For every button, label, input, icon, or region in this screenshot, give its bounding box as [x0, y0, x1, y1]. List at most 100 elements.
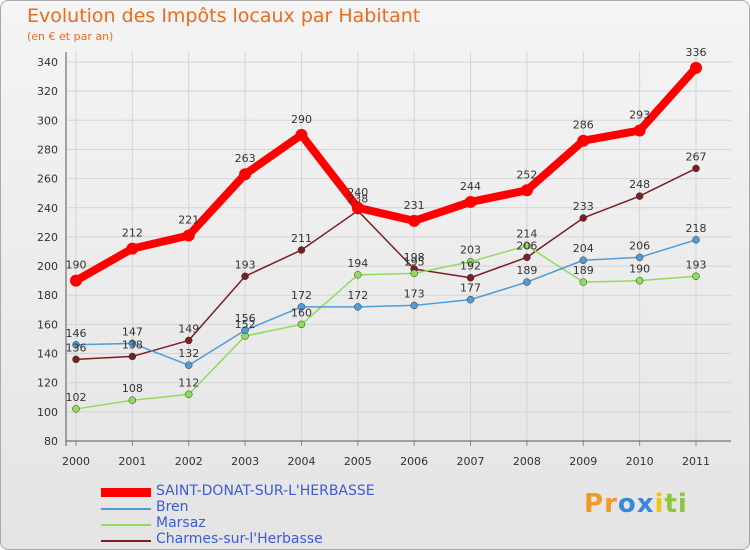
- legend-swatch-charmes: [101, 540, 151, 542]
- data-label-bren: 147: [122, 325, 143, 338]
- data-label-charmes: 206: [516, 239, 537, 252]
- data-point-marsaz: [579, 278, 588, 286]
- y-tick-label: 300: [37, 114, 58, 127]
- proxiti-logo: Proxiti: [584, 489, 688, 519]
- data-label-saint-donat: 252: [516, 168, 537, 181]
- data-point-charmes: [579, 214, 588, 222]
- data-point-saint-donat: [577, 134, 590, 147]
- data-point-bren: [410, 301, 418, 310]
- y-tick-label: 200: [37, 260, 58, 273]
- x-tick-label: 2011: [682, 455, 710, 468]
- x-tick-label: 2003: [231, 455, 259, 468]
- data-label-bren: 206: [629, 239, 650, 252]
- logo-letter: i: [677, 489, 688, 519]
- x-tick-label: 2000: [62, 455, 90, 468]
- x-tick-label: 2005: [344, 455, 372, 468]
- data-label-saint-donat: 221: [178, 213, 199, 226]
- data-point-charmes: [523, 253, 531, 262]
- data-point-bren: [635, 253, 644, 262]
- data-label-saint-donat: 190: [66, 259, 87, 272]
- data-label-bren: 204: [573, 242, 594, 255]
- data-point-marsaz: [354, 271, 362, 279]
- x-tick-label: 2010: [626, 455, 654, 468]
- data-point-saint-donat: [351, 201, 364, 214]
- y-tick-label: 260: [37, 173, 58, 186]
- data-point-charmes: [128, 352, 137, 361]
- data-label-charmes: 211: [291, 232, 312, 245]
- data-label-charmes: 149: [178, 322, 199, 335]
- data-label-charmes: 192: [460, 260, 481, 273]
- data-point-bren: [523, 278, 531, 286]
- data-point-marsaz: [297, 320, 306, 329]
- data-label-marsaz: 214: [516, 228, 537, 241]
- y-tick-label: 180: [37, 289, 58, 302]
- data-point-charmes: [635, 192, 644, 200]
- data-label-marsaz: 160: [291, 306, 312, 319]
- data-label-saint-donat: 336: [686, 46, 707, 59]
- data-label-bren: 173: [404, 287, 425, 300]
- data-label-bren: 132: [178, 347, 199, 360]
- data-label-marsaz: 189: [573, 264, 594, 277]
- data-label-saint-donat: 293: [629, 109, 650, 122]
- data-point-saint-donat: [690, 61, 702, 74]
- data-point-saint-donat: [70, 274, 82, 287]
- y-tick-label: 120: [37, 377, 58, 390]
- data-label-saint-donat: 231: [404, 199, 425, 212]
- data-point-marsaz: [72, 405, 80, 413]
- data-label-marsaz: 112: [178, 376, 199, 389]
- data-point-saint-donat: [408, 214, 421, 227]
- legend-label-charmes: Charmes-sur-l'Herbasse: [156, 531, 323, 547]
- data-point-bren: [72, 341, 80, 349]
- y-tick-label: 100: [37, 406, 58, 419]
- data-label-charmes: 198: [404, 251, 425, 264]
- data-point-bren: [297, 303, 306, 311]
- chart-title: Evolution des Impôts locaux par Habitant: [27, 5, 421, 27]
- data-label-marsaz: 194: [347, 257, 368, 270]
- data-point-saint-donat: [126, 242, 139, 255]
- data-label-marsaz: 193: [686, 258, 707, 271]
- data-label-bren: 189: [516, 264, 537, 277]
- y-tick-label: 280: [37, 143, 58, 156]
- data-point-saint-donat: [295, 128, 308, 141]
- data-point-bren: [184, 361, 193, 369]
- y-tick-label: 160: [37, 318, 58, 331]
- data-point-bren: [579, 256, 588, 264]
- data-label-bren: 177: [460, 282, 481, 295]
- data-point-saint-donat: [520, 184, 533, 197]
- legend-swatch-bren: [101, 508, 151, 510]
- data-point-bren: [354, 303, 362, 311]
- data-point-charmes: [72, 355, 80, 364]
- data-point-marsaz: [635, 276, 644, 285]
- data-label-charmes: 136: [66, 341, 87, 354]
- logo-letter: x: [636, 489, 655, 519]
- data-label-bren: 218: [686, 222, 707, 235]
- y-tick-label: 80: [44, 435, 58, 448]
- data-label-bren: 172: [291, 289, 312, 302]
- series-line-charmes: [75, 167, 697, 361]
- data-point-charmes: [241, 272, 249, 281]
- data-label-saint-donat: 244: [460, 180, 481, 193]
- x-tick-label: 2001: [118, 455, 146, 468]
- data-point-charmes: [184, 336, 193, 345]
- data-label-marsaz: 102: [66, 391, 87, 404]
- data-label-charmes: 238: [347, 193, 368, 206]
- x-tick-label: 2009: [569, 455, 597, 468]
- data-point-marsaz: [184, 390, 193, 399]
- x-tick-label: 2008: [513, 455, 541, 468]
- chart-subtitle: (en € et par an): [27, 30, 114, 43]
- legend-label-bren: Bren: [156, 499, 189, 515]
- data-label-marsaz: 190: [629, 263, 650, 276]
- data-point-bren: [128, 339, 137, 348]
- legend-swatch-saint-donat: [101, 488, 151, 497]
- x-tick-label: 2002: [175, 455, 203, 468]
- data-point-saint-donat: [182, 229, 195, 242]
- y-tick-label: 220: [37, 231, 58, 244]
- data-label-saint-donat: 212: [122, 227, 143, 240]
- data-label-marsaz: 152: [235, 318, 256, 331]
- series-line-marsaz: [75, 244, 697, 410]
- series-line-bren: [75, 239, 697, 366]
- data-point-bren: [692, 236, 700, 244]
- data-label-saint-donat: 290: [291, 113, 312, 126]
